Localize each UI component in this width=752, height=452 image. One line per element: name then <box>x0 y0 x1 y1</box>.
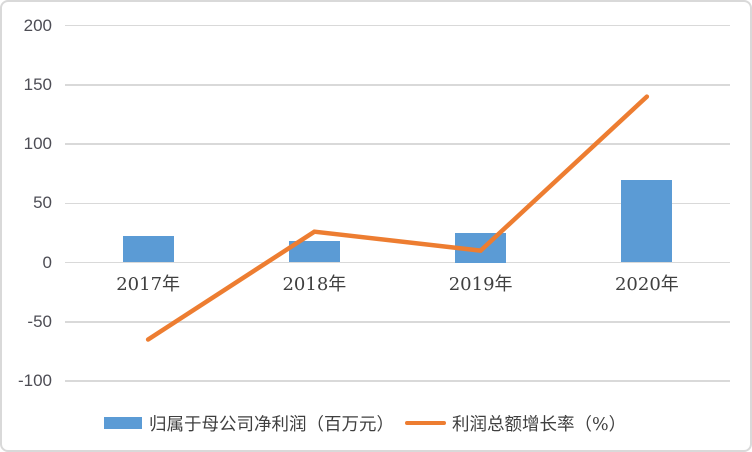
bar-2017年 <box>122 236 174 263</box>
bar-2020年 <box>621 179 673 263</box>
x-axis-label: 2017年 <box>116 274 181 295</box>
y-axis-tick-label: 100 <box>23 134 52 153</box>
y-axis-tick-label: -50 <box>27 311 52 331</box>
bar-2018年 <box>288 241 340 263</box>
gridline <box>65 24 730 27</box>
legend-line-swatch <box>405 420 446 426</box>
y-axis-tick-label: -100 <box>17 371 52 390</box>
x-axis-label: 2018年 <box>282 274 347 295</box>
x-axis-label: 2019年 <box>448 274 513 295</box>
bar-2019年 <box>455 232 507 263</box>
gridline <box>65 380 730 382</box>
y-axis-tick-label: 150 <box>23 74 52 94</box>
legend-bar-label: 归属于母公司净利润（百万元） <box>149 414 394 435</box>
legend: 归属于母公司净利润（百万元） 利润总额增长率（%） <box>104 410 626 436</box>
y-axis-tick-label: 50 <box>33 193 52 213</box>
gridline <box>65 321 730 323</box>
gridline <box>65 143 730 145</box>
y-axis-tick-label: 200 <box>23 15 52 35</box>
x-axis-label: 2020年 <box>614 274 679 295</box>
legend-bar-swatch <box>104 417 142 429</box>
gridline <box>65 84 730 86</box>
y-axis-tick-label: 0 <box>42 252 52 272</box>
legend-line-label: 利润总额增长率（%） <box>452 414 627 435</box>
